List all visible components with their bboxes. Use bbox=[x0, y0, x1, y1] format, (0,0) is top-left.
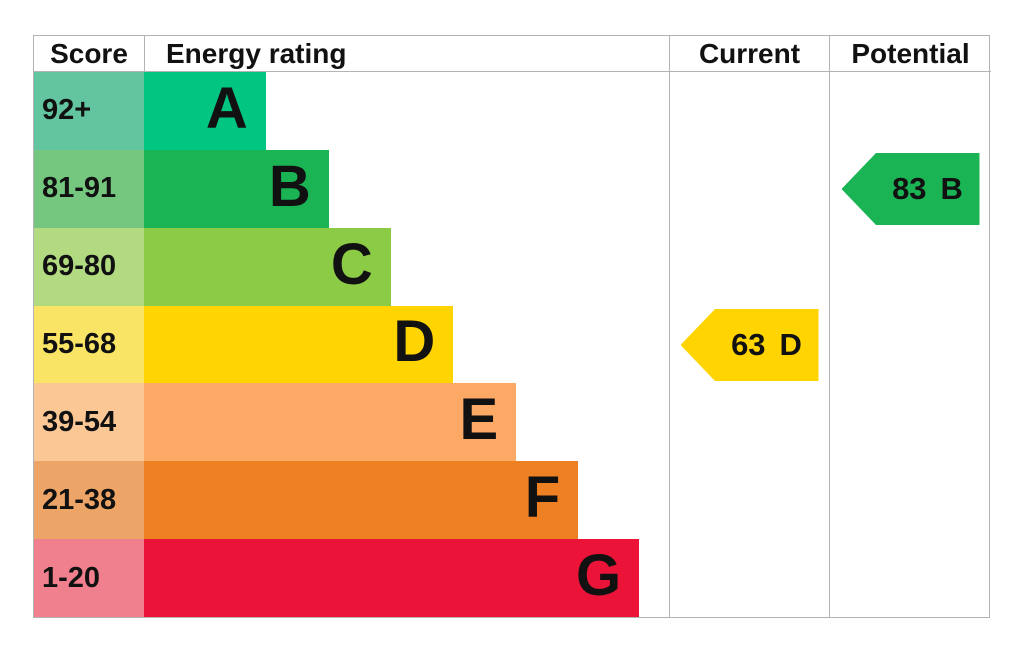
band-bar-b: B bbox=[144, 149, 329, 228]
band-letter-a: A bbox=[205, 75, 248, 141]
score-range-label-d: 55-68 bbox=[34, 305, 144, 384]
current-rating-badge: 63 D bbox=[680, 309, 819, 381]
band-letter-f: F bbox=[524, 465, 561, 531]
epc-chart-table: Score Energy rating Current Potential 92… bbox=[33, 35, 991, 618]
band-bar-g: G bbox=[144, 539, 640, 617]
potential-rating-band: B bbox=[940, 171, 963, 206]
band-letter-c: C bbox=[330, 231, 373, 297]
score-range-label-f: 21-38 bbox=[34, 461, 144, 540]
score-range-label-a: 92+ bbox=[34, 72, 144, 150]
band-bar-cell-e: E bbox=[144, 383, 669, 462]
band-bar-cell-d: D bbox=[144, 305, 669, 384]
band-bar-cell-g: G bbox=[144, 539, 669, 617]
band-bar-e: E bbox=[144, 383, 517, 462]
band-bar-cell-b: B bbox=[144, 149, 669, 228]
potential-rating-badge: 83 B bbox=[841, 153, 980, 225]
score-range-label-c: 69-80 bbox=[34, 227, 144, 306]
potential-column-panel: 83 B bbox=[829, 72, 991, 617]
band-bar-a: A bbox=[144, 72, 266, 150]
current-rating-band: D bbox=[779, 327, 802, 362]
band-bar-cell-a: A bbox=[144, 72, 669, 150]
current-column-panel: 63 D bbox=[669, 72, 829, 617]
band-bar-c: C bbox=[144, 227, 391, 306]
score-range-label-b: 81-91 bbox=[34, 149, 144, 228]
band-bar-f: F bbox=[144, 461, 579, 540]
band-letter-b: B bbox=[268, 153, 311, 219]
band-letter-g: G bbox=[575, 543, 622, 609]
band-bar-cell-c: C bbox=[144, 227, 669, 306]
potential-column-header: Potential bbox=[829, 36, 991, 72]
score-range-label-g: 1-20 bbox=[34, 539, 144, 617]
potential-rating-value: 83 bbox=[892, 171, 927, 206]
score-range-label-e: 39-54 bbox=[34, 383, 144, 462]
energy-rating-column-header: Energy rating bbox=[144, 36, 669, 72]
band-letter-e: E bbox=[459, 387, 499, 453]
band-bar-d: D bbox=[144, 305, 454, 384]
current-column-header: Current bbox=[669, 36, 829, 72]
band-letter-d: D bbox=[393, 309, 436, 375]
current-rating-value: 63 bbox=[731, 327, 766, 362]
score-column-header: Score bbox=[34, 36, 144, 72]
band-bar-cell-f: F bbox=[144, 461, 669, 540]
